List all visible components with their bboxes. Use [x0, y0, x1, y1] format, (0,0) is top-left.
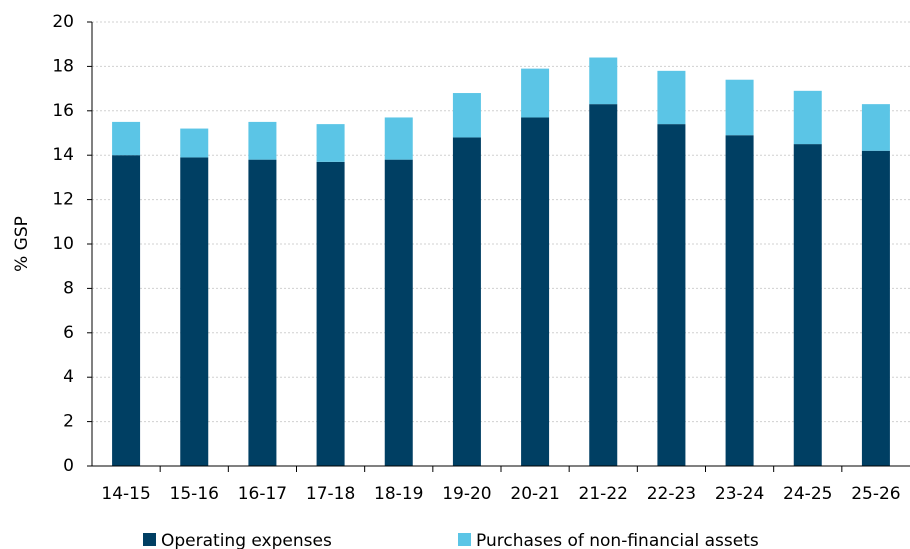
x-tick-label: 14-15 — [101, 484, 150, 504]
bar-segment — [793, 90, 822, 145]
y-axis-label: % GSP — [12, 216, 32, 272]
bar-segment — [657, 124, 686, 467]
legend-label: Operating expenses — [161, 531, 332, 549]
bar-segment — [452, 137, 481, 466]
bar-segment — [316, 124, 345, 162]
x-tick-label: 22-23 — [647, 484, 696, 504]
y-tick-label: 4 — [63, 367, 74, 387]
x-tick-label: 16-17 — [238, 484, 287, 504]
y-tick-label: 10 — [52, 234, 74, 254]
x-tick-label: 24-25 — [783, 484, 832, 504]
y-tick-label: 2 — [63, 412, 74, 432]
bar-segment — [452, 93, 481, 138]
bar-segment — [589, 104, 618, 466]
bar-segment — [180, 157, 209, 467]
bar-segment — [521, 117, 550, 467]
y-tick-label: 8 — [63, 278, 74, 298]
y-tick-label: 20 — [52, 12, 74, 32]
bar-segment — [248, 121, 277, 160]
x-tick-label: 20-21 — [510, 484, 559, 504]
bar-segment — [861, 104, 890, 151]
y-tick-label: 14 — [52, 145, 74, 165]
bar-segment — [180, 128, 209, 158]
bar-segment — [248, 159, 277, 466]
bar-segment — [725, 79, 754, 136]
bar-segment — [112, 155, 141, 466]
legend-swatch — [458, 533, 471, 546]
bar-segment — [725, 135, 754, 466]
x-tick-label: 25-26 — [851, 484, 900, 504]
bar-segment — [793, 144, 822, 466]
x-tick-label: 19-20 — [442, 484, 491, 504]
bar-segment — [316, 161, 345, 467]
y-tick-label: 18 — [52, 56, 74, 76]
x-tick-label: 17-18 — [306, 484, 355, 504]
bar-segment — [521, 68, 550, 118]
y-tick-label: 6 — [63, 323, 74, 343]
y-tick-label: 12 — [52, 190, 74, 210]
y-tick-label: 16 — [52, 101, 74, 121]
bar-segment — [384, 117, 413, 160]
x-tick-label: 23-24 — [715, 484, 764, 504]
x-tick-label: 18-19 — [374, 484, 423, 504]
bar-segment — [861, 150, 890, 466]
bar-segment — [112, 121, 141, 156]
bar-segment — [657, 70, 686, 125]
legend-label: Purchases of non-financial assets — [476, 531, 759, 549]
bar-segment — [384, 159, 413, 466]
y-tick-label: 0 — [63, 456, 74, 476]
x-tick-label: 21-22 — [579, 484, 628, 504]
legend-swatch — [143, 533, 156, 546]
bar-segment — [589, 57, 618, 105]
x-tick-label: 15-16 — [170, 484, 219, 504]
